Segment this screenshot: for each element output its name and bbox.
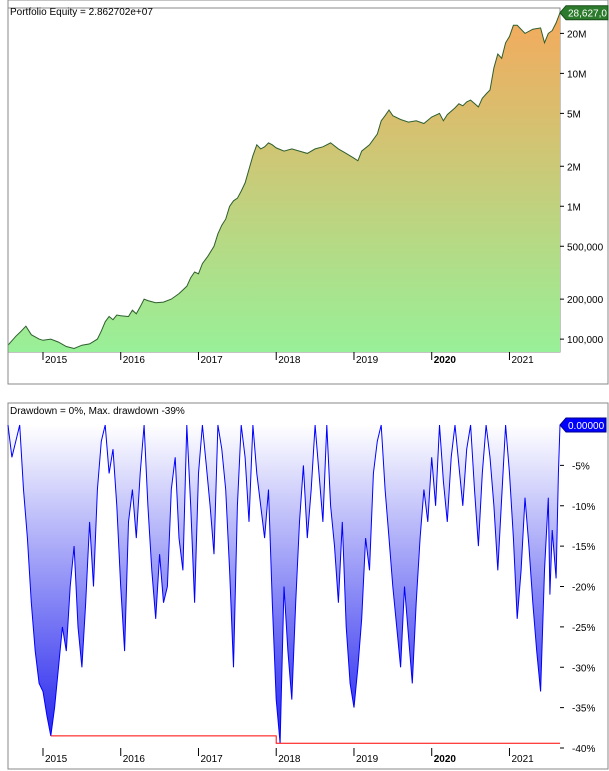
x-tick-label: 2020 <box>434 754 457 765</box>
equity-frame <box>7 0 609 385</box>
y-tick-label: 5M <box>567 109 581 120</box>
x-tick-label: 2015 <box>45 754 68 765</box>
equity-last-value-badge: 28,627,0 <box>559 5 609 21</box>
y-tick-label: -40% <box>572 744 595 755</box>
y-tick-label: -30% <box>572 663 595 674</box>
drawdown-chart-panel: -5% -10% -15% -20% -25% -30% -35% -40% 2015 2016… <box>0 401 609 771</box>
y-tick-label: 500,000 <box>567 242 604 253</box>
y-tick-label: -25% <box>572 623 595 634</box>
x-tick-label: 2021 <box>511 754 534 765</box>
x-tick-label: 2019 <box>356 754 379 765</box>
equity-title: Portfolio Equity = 2.862702e+07 <box>10 7 153 18</box>
y-tick-label: -10% <box>572 502 595 513</box>
drawdown-area <box>8 425 560 744</box>
last-value-text: 28,627,0 <box>568 9 607 20</box>
x-tick-label: 2019 <box>356 355 379 366</box>
x-tick-label: 2018 <box>278 754 301 765</box>
drawdown-line <box>7 424 561 744</box>
last-value-tag <box>559 5 609 21</box>
x-tick-label: 2021 <box>511 355 534 366</box>
equity-line <box>7 12 561 350</box>
y-tick-label: -20% <box>572 583 595 594</box>
drawdown-frame <box>7 402 609 770</box>
y-tick-label: 10M <box>567 69 586 80</box>
equity-chart: 20M 10M 5M 2M 1M 500,000 200,000 100,000 2015 20… <box>7 0 609 385</box>
equity-area <box>8 12 560 352</box>
last-value-tag <box>559 417 607 433</box>
x-tick-label: 2017 <box>200 355 223 366</box>
max-drawdown-line <box>50 735 560 744</box>
equity-chart-panel: 20M 10M 5M 2M 1M 500,000 200,000 100,000 2015 20… <box>0 0 609 385</box>
last-value-text: 0.00000 <box>568 421 605 432</box>
x-tick-label: 2018 <box>278 355 301 366</box>
y-tick-label: 100,000 <box>567 335 604 346</box>
y-tick-label: -35% <box>572 704 595 715</box>
drawdown-last-value-badge: 0.00000 <box>559 417 607 433</box>
y-tick-label: -15% <box>572 542 595 553</box>
x-tick-label: 2020 <box>434 355 457 366</box>
y-tick-label: 200,000 <box>567 295 604 306</box>
x-tick-label: 2016 <box>123 754 146 765</box>
x-tick-label: 2015 <box>45 355 68 366</box>
x-tick-label: 2016 <box>123 355 146 366</box>
drawdown-title: Drawdown = 0%, Max. drawdown -39% <box>10 406 185 417</box>
y-tick-label: 2M <box>567 162 581 173</box>
y-tick-label: 1M <box>567 202 581 213</box>
y-tick-label: 20M <box>567 29 586 40</box>
y-tick-label: -5% <box>572 461 590 472</box>
drawdown-chart: -5% -10% -15% -20% -25% -30% -35% -40% 2015 2016… <box>7 402 609 770</box>
x-tick-label: 2017 <box>200 754 223 765</box>
